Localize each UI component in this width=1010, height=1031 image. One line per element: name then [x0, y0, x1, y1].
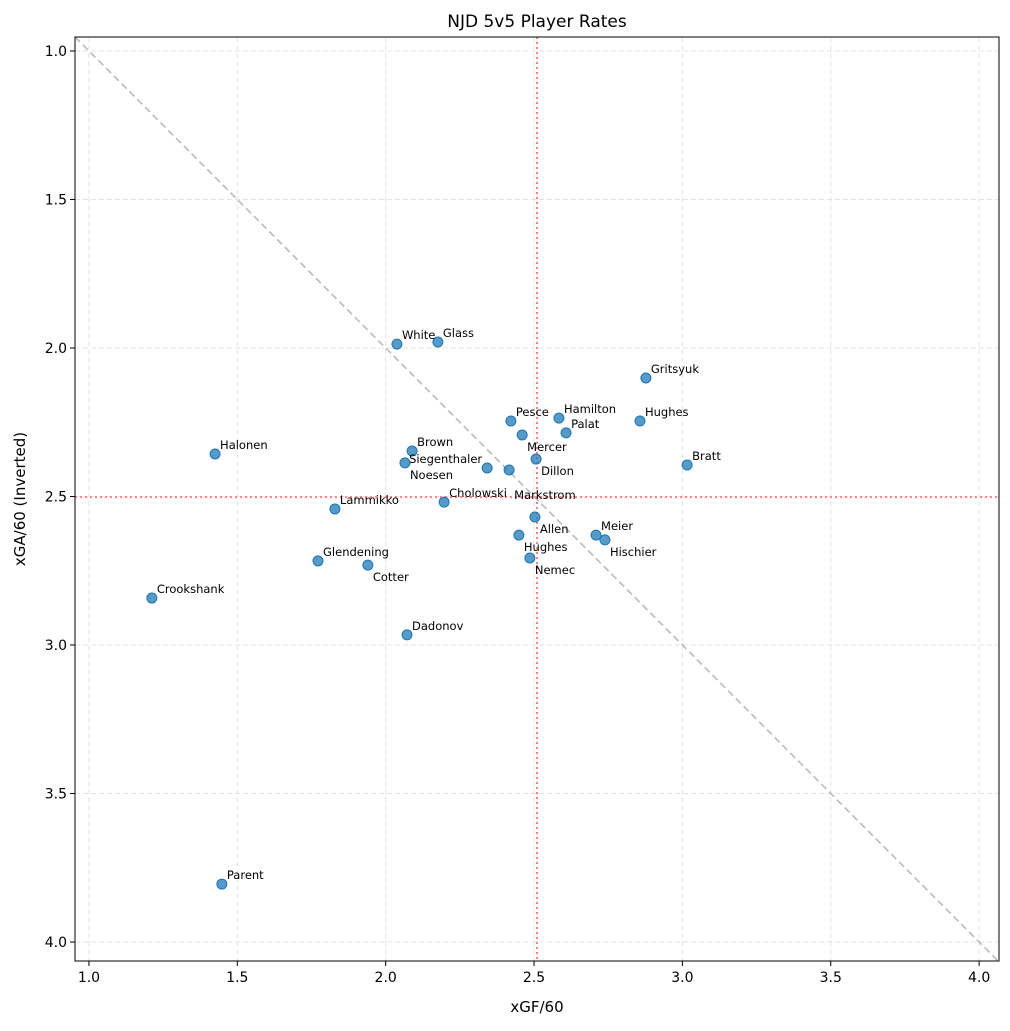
data-point — [362, 559, 374, 571]
y-tick-label: 2.5 — [45, 489, 67, 505]
y-tick-label: 4.0 — [45, 935, 67, 951]
axis-ticks: 1.0 1.5 2.0 2.5 3.0 3.5 4.0 1.0 1.5 2.0 2.5 3.0 3.5 4… — [45, 44, 991, 986]
y-axis-label: xGA/60 (Inverted) — [11, 432, 29, 566]
data-point — [524, 552, 536, 564]
y-tick-label: 3.5 — [45, 786, 67, 802]
data-point — [681, 459, 693, 471]
data-point — [146, 592, 158, 604]
data-point — [399, 457, 411, 469]
data-point — [599, 534, 611, 546]
data-point — [505, 415, 517, 427]
point-label: Noesen — [410, 468, 453, 482]
point-label: Hischier — [610, 545, 657, 559]
grid — [75, 37, 999, 961]
data-point — [634, 415, 646, 427]
x-tick-label: 3.0 — [671, 970, 693, 986]
reference-lines — [74, 36, 999, 962]
chart-title: NJD 5v5 Player Rates — [447, 12, 627, 32]
data-point — [438, 496, 450, 508]
data-point — [216, 878, 228, 890]
point-label: Siegenthaler — [409, 452, 482, 466]
point-label: Allen — [540, 522, 569, 536]
point-label: Markstrom — [514, 488, 576, 502]
data-point — [401, 629, 413, 641]
point-labels: White Glass Gritsyuk Halonen Pesce Hamilton Hu… — [157, 326, 721, 882]
point-label: Bratt — [692, 449, 721, 463]
data-point — [560, 427, 572, 439]
y-tick-label: 1.5 — [45, 192, 67, 208]
data-point — [516, 429, 528, 441]
point-label: Hughes — [524, 540, 568, 554]
data-point — [209, 448, 221, 460]
point-label: Halonen — [220, 438, 268, 452]
data-point — [553, 412, 565, 424]
point-label: White — [402, 328, 435, 342]
point-label: Nemec — [535, 563, 575, 577]
point-label: Brown — [417, 435, 453, 449]
point-label: Gritsyuk — [651, 362, 699, 376]
point-label: Glendening — [323, 545, 389, 559]
plot-frame — [74, 36, 1000, 962]
x-tick-label: 1.0 — [78, 970, 100, 986]
data-point — [640, 372, 652, 384]
point-label: Glass — [443, 326, 474, 340]
point-label: Palat — [571, 417, 600, 431]
x-tick-label: 3.5 — [820, 970, 842, 986]
point-label: Hughes — [645, 405, 689, 419]
point-label: Meier — [601, 519, 633, 533]
data-point — [391, 338, 403, 350]
data-point — [529, 511, 541, 523]
point-label: Pesce — [516, 405, 549, 419]
point-label: Cotter — [373, 570, 409, 584]
data-point — [406, 445, 418, 457]
x-tick-label: 2.0 — [375, 970, 397, 986]
data-points — [146, 336, 693, 890]
point-label: Mercer — [527, 440, 567, 454]
x-tick-label: 4.0 — [968, 970, 990, 986]
x-axis-label: xGF/60 — [510, 998, 563, 1016]
point-label: Cholowski — [449, 486, 507, 500]
y-tick-label: 1.0 — [45, 44, 67, 60]
y-tick-label: 3.0 — [45, 638, 67, 654]
point-label: Hamilton — [564, 402, 616, 416]
data-point — [530, 453, 542, 465]
data-point — [432, 336, 444, 348]
point-label: Crookshank — [157, 582, 225, 596]
data-point — [513, 529, 525, 541]
data-point — [503, 464, 515, 476]
data-point — [312, 555, 324, 567]
y-tick-label: 2.0 — [45, 341, 67, 357]
point-label: Dadonov — [412, 619, 464, 633]
point-label: Dillon — [541, 464, 574, 478]
data-point — [329, 503, 341, 515]
point-label: Lammikko — [340, 493, 399, 507]
x-tick-label: 1.5 — [226, 970, 248, 986]
point-label: Parent — [227, 868, 264, 882]
data-point — [590, 529, 602, 541]
data-point — [481, 462, 493, 474]
x-tick-label: 2.5 — [523, 970, 545, 986]
